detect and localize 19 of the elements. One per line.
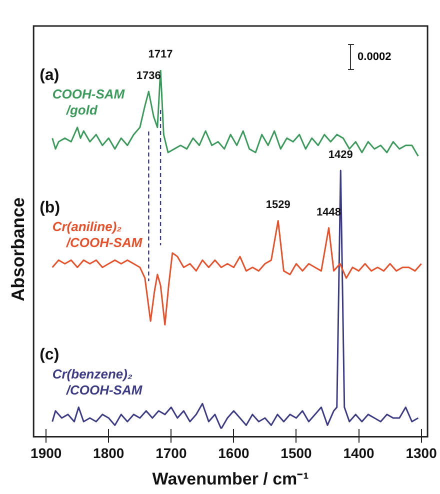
annotation: 1529	[266, 199, 290, 212]
x-tick-label: 1800	[93, 445, 124, 462]
series-label: Cr(aniline)₂/COOH-SAM	[52, 219, 144, 250]
y-axis-title: Absorbance	[8, 197, 28, 302]
x-axis-title: Wavenumber / cm⁻¹	[152, 469, 310, 488]
annotation: 1717	[148, 48, 173, 61]
x-tick-label: 1600	[218, 445, 250, 462]
x-tick-label: 1500	[280, 445, 312, 462]
annotation: 1429	[328, 148, 353, 161]
x-tick-label: 1400	[343, 445, 375, 462]
series-label: COOH-SAM/gold	[52, 86, 126, 118]
series-label: Cr(benzene)₂/COOH-SAM	[52, 366, 144, 398]
x-tick-label: 1300	[406, 445, 438, 462]
annotation: (c)	[40, 346, 60, 364]
x-tick-label: 1700	[156, 445, 187, 462]
annotation: (b)	[40, 200, 60, 217]
x-tick-label: 1900	[30, 445, 62, 462]
annotation: (a)	[40, 66, 60, 84]
text: 0.0002	[358, 51, 392, 63]
